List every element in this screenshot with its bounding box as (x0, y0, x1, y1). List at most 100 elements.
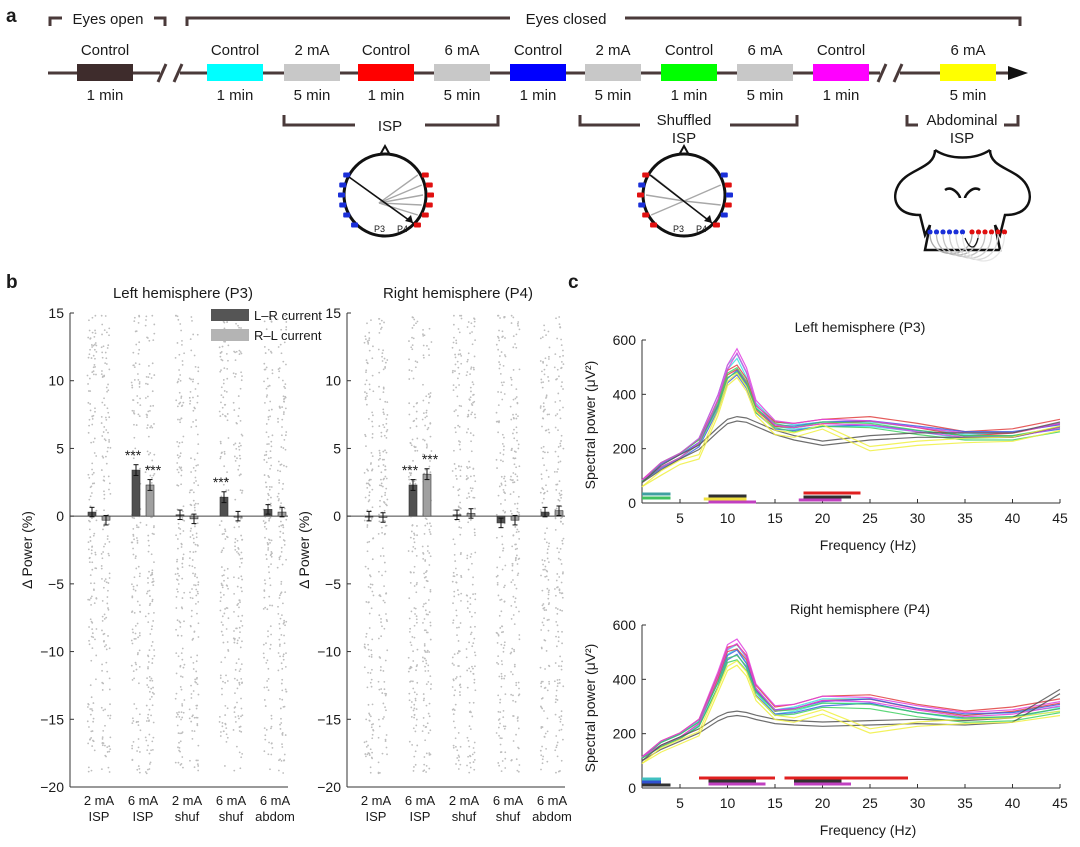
sample-point (101, 323, 104, 326)
sample-point (269, 541, 271, 544)
sample-point (194, 550, 197, 553)
sample-point (453, 709, 456, 712)
sample-point (281, 602, 284, 605)
sample-point (413, 607, 416, 609)
sample-point (263, 454, 266, 457)
sample-point (517, 681, 520, 684)
sample-point (383, 357, 386, 360)
sample-point (371, 757, 374, 760)
sample-point (512, 491, 515, 493)
spectrum-line (641, 660, 1061, 764)
sample-point (501, 543, 504, 546)
sample-point (93, 602, 96, 605)
sample-point (191, 559, 194, 561)
current-arc-main (964, 237, 979, 248)
sample-point (408, 472, 411, 474)
sample-point (241, 538, 244, 541)
sample-point (460, 507, 462, 510)
x-tick-label: shuf (219, 809, 244, 824)
sample-point (379, 322, 381, 325)
sample-point (544, 408, 546, 411)
sample-point (138, 348, 141, 351)
timeline-block: 2 mA5 min (284, 42, 340, 104)
sample-point (366, 395, 368, 397)
sample-point (181, 756, 184, 758)
sample-point (495, 631, 498, 634)
sample-point (453, 653, 456, 656)
sample-point (469, 754, 471, 757)
sample-point (512, 481, 514, 484)
sample-point (562, 354, 564, 357)
sample-point (195, 480, 197, 482)
sample-point (541, 726, 544, 728)
sample-point (472, 672, 475, 675)
sample-point (181, 566, 184, 569)
sample-point (227, 617, 230, 620)
sample-point (385, 430, 388, 433)
sample-point (264, 582, 267, 585)
sample-point (223, 465, 226, 468)
sample-point (428, 465, 431, 468)
sample-point (104, 543, 107, 545)
timeline-block: 2 mA5 min (585, 42, 641, 104)
sample-point (512, 346, 515, 349)
sample-point (237, 552, 240, 555)
sample-point (385, 477, 388, 480)
sample-point (500, 677, 503, 680)
sample-point (467, 568, 470, 571)
sample-point (562, 406, 564, 409)
sample-point (364, 435, 367, 438)
sample-point (427, 669, 430, 672)
sample-point (510, 693, 513, 696)
sample-point (194, 365, 197, 368)
sample-point (220, 551, 223, 554)
sample-point (456, 589, 459, 591)
sample-point (414, 449, 417, 452)
sample-point (197, 382, 200, 385)
sample-point (381, 352, 384, 355)
electrode-pad (637, 192, 644, 198)
sample-point (91, 561, 94, 564)
sample-point (548, 431, 551, 434)
sample-point (496, 642, 499, 644)
sample-point (107, 714, 109, 717)
sample-point (423, 756, 426, 758)
sample-point (271, 746, 274, 749)
sample-point (137, 413, 140, 416)
sample-point (177, 378, 180, 380)
sample-point (90, 441, 93, 444)
sample-point (277, 368, 280, 371)
sample-point (152, 721, 155, 724)
sample-point (89, 403, 92, 405)
sample-point (221, 722, 224, 724)
sample-point (427, 401, 430, 404)
sample-point (100, 314, 103, 317)
sample-point (279, 617, 282, 620)
sample-point (377, 680, 380, 683)
sample-point (415, 621, 418, 624)
electrode-pad (427, 192, 434, 198)
sample-point (368, 712, 370, 715)
sample-point (514, 526, 517, 528)
x-tick-label: 6 mA (405, 793, 436, 808)
sample-point (92, 370, 95, 373)
sample-point (278, 479, 281, 482)
sample-point (454, 353, 456, 356)
sample-point (101, 435, 104, 437)
sample-point (234, 716, 237, 718)
sample-point (412, 337, 415, 340)
current-arc (942, 233, 986, 257)
current-arrow (378, 194, 424, 204)
sample-point (384, 475, 387, 478)
sample-point (540, 381, 543, 384)
sample-point (559, 460, 562, 463)
sample-point (224, 704, 227, 707)
sample-point (382, 555, 385, 557)
sample-point (545, 469, 548, 472)
sample-point (543, 735, 546, 738)
sample-point (194, 678, 197, 681)
sample-point (220, 566, 223, 568)
sample-point (495, 411, 498, 414)
sample-point (138, 634, 141, 637)
sample-point (270, 753, 273, 756)
